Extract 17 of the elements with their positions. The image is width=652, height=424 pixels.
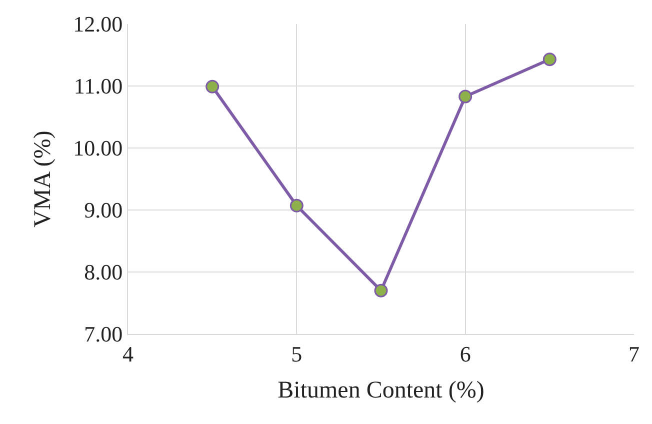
x-tick-label: 7 — [628, 341, 640, 366]
y-tick-label: 11.00 — [74, 74, 123, 99]
x-axis-title: Bitumen Content (%) — [278, 378, 484, 404]
point — [206, 80, 220, 94]
point — [458, 90, 472, 104]
x-tick-label: 5 — [291, 341, 302, 366]
y-tick-label: 10.00 — [73, 136, 123, 161]
point — [374, 284, 388, 298]
point — [542, 52, 556, 66]
y-tick-label: 12.00 — [73, 12, 123, 37]
y-tick-label: 7.00 — [84, 322, 123, 347]
point — [290, 198, 304, 212]
y-tick-label: 8.00 — [84, 260, 123, 285]
y-tick-label: 9.00 — [84, 198, 123, 223]
x-tick-label: 6 — [460, 341, 471, 366]
x-tick-label: 4 — [122, 341, 134, 366]
y-axis-title: VMA (%) — [30, 130, 56, 228]
